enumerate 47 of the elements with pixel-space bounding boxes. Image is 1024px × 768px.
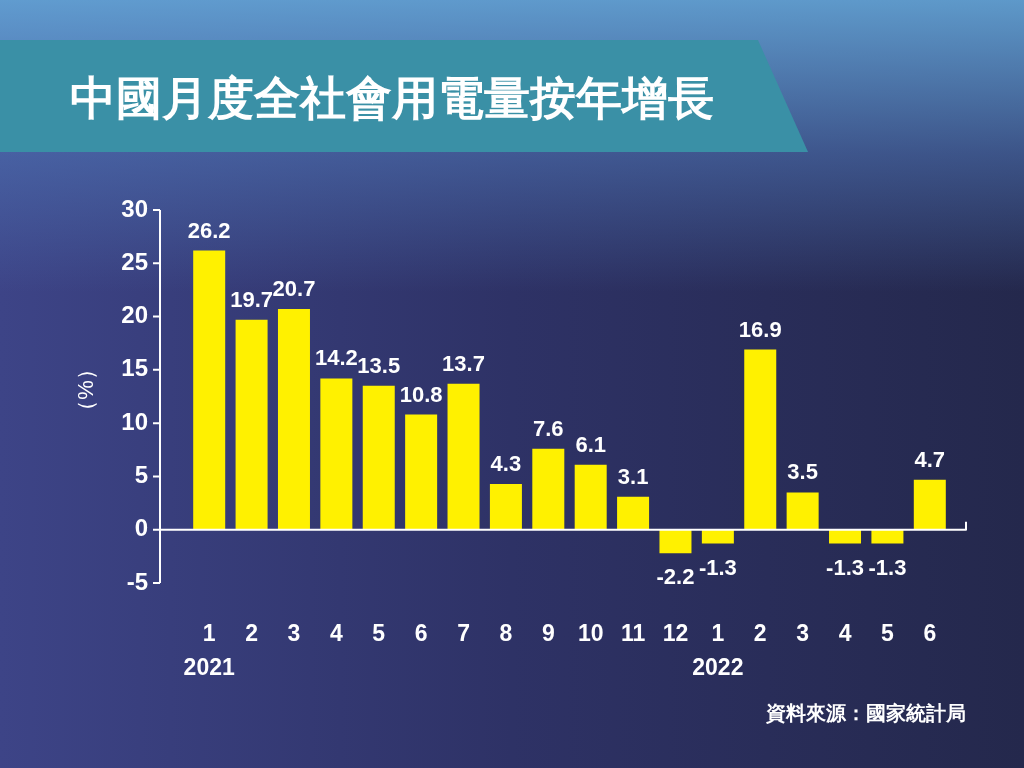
x-tick-label: 9: [541, 619, 555, 646]
data-label: 16.9: [738, 316, 782, 342]
x-tick-label: 6: [923, 619, 937, 646]
x-tick-label: 2: [245, 619, 258, 646]
x-tick-label: 8: [499, 619, 513, 646]
source-note: 資料來源：國家統計局: [766, 701, 966, 726]
x-tick-label: 11: [620, 619, 646, 646]
y-tick-label: 30: [121, 194, 148, 222]
data-label: 26.2: [187, 217, 231, 243]
y-axis-title: （%）: [73, 358, 99, 422]
x-tick-label: 1 2022: [692, 619, 744, 681]
x-tick-label: 5: [881, 619, 895, 646]
y-tick-label: 0: [134, 514, 148, 542]
data-label: -2.2: [656, 564, 695, 590]
y-tick-label: -5: [126, 567, 148, 595]
data-label: 13.5: [357, 352, 401, 378]
y-tick-label: 10: [121, 407, 148, 435]
y-tick-label: 5: [134, 461, 148, 489]
data-label: 19.7: [230, 286, 273, 312]
data-label: -1.3: [868, 554, 907, 580]
x-tick-label: 3: [796, 619, 810, 646]
y-tick-label: 15: [121, 354, 148, 382]
data-label: 6.1: [575, 431, 606, 457]
data-label: 14.2: [314, 345, 358, 371]
x-tick-label: 1 2021: [183, 619, 235, 681]
y-tick-label: 25: [121, 247, 148, 275]
data-label: 4.3: [490, 450, 522, 476]
data-label: 13.7: [442, 350, 485, 376]
x-tick-label: 2: [753, 619, 767, 646]
x-tick-label: 10: [577, 619, 604, 646]
chart-title: 中國月度全社會用電量按年增長: [70, 71, 714, 126]
y-tick-label: 20: [121, 301, 148, 329]
data-label: 4.7: [914, 446, 946, 472]
x-tick-label: 6: [414, 619, 428, 646]
x-tick-label: 5: [372, 619, 386, 646]
data-label: 20.7: [272, 276, 316, 302]
x-tick-label: 12: [662, 619, 689, 646]
x-tick-label: 4: [329, 619, 343, 646]
data-label: 3.5: [787, 459, 818, 485]
data-label: -1.3: [698, 554, 737, 580]
data-label: 10.8: [399, 381, 443, 407]
x-tick-label: 3: [287, 619, 301, 646]
data-label: 7.6: [533, 415, 564, 441]
data-label: 3.1: [617, 463, 649, 489]
data-label: -1.3: [826, 554, 864, 580]
x-tick-label: 7: [457, 619, 470, 646]
x-tick-label: 4: [838, 619, 852, 646]
